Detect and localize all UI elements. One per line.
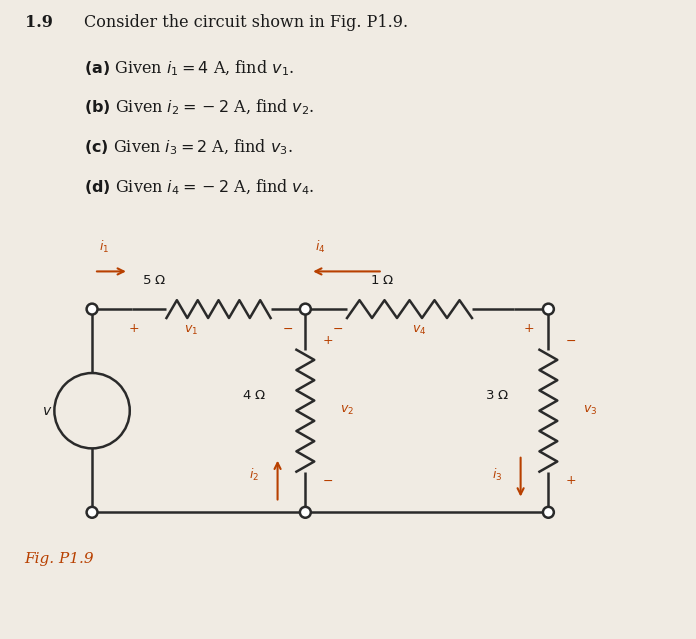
Text: $+$: $+$ bbox=[128, 323, 139, 335]
Text: $5\ \Omega$: $5\ \Omega$ bbox=[142, 274, 166, 288]
Text: $3\ \Omega$: $3\ \Omega$ bbox=[484, 389, 509, 403]
Circle shape bbox=[543, 304, 554, 314]
Text: +: + bbox=[86, 390, 98, 404]
Text: $\mathbf{(d)}$ Given $i_4 = -2$ A, find $v_4$.: $\mathbf{(d)}$ Given $i_4 = -2$ A, find … bbox=[84, 177, 315, 197]
Text: $\mathbf{(c)}$ Given $i_3 = 2$ A, find $v_3$.: $\mathbf{(c)}$ Given $i_3 = 2$ A, find $… bbox=[84, 137, 293, 157]
Circle shape bbox=[300, 507, 311, 518]
Text: $+$: $+$ bbox=[523, 323, 534, 335]
Text: $v_3$: $v_3$ bbox=[583, 404, 597, 417]
Text: $-$: $-$ bbox=[564, 334, 576, 348]
Text: $v_1$: $v_1$ bbox=[184, 325, 198, 337]
Circle shape bbox=[300, 304, 311, 314]
Text: $i_2$: $i_2$ bbox=[248, 466, 259, 482]
Text: 1.9: 1.9 bbox=[24, 13, 52, 31]
Text: $4\ \Omega$: $4\ \Omega$ bbox=[242, 389, 266, 403]
Circle shape bbox=[54, 373, 129, 449]
Text: $\mathbf{(a)}$ Given $i_1 = 4$ A, find $v_1$.: $\mathbf{(a)}$ Given $i_1 = 4$ A, find $… bbox=[84, 58, 294, 78]
Text: Consider the circuit shown in Fig. P1.9.: Consider the circuit shown in Fig. P1.9. bbox=[84, 13, 409, 31]
Text: Fig. P1.9: Fig. P1.9 bbox=[24, 552, 94, 566]
Text: $-$: $-$ bbox=[322, 474, 333, 487]
Text: $v_4$: $v_4$ bbox=[412, 325, 427, 337]
Text: $1\ \Omega$: $1\ \Omega$ bbox=[370, 274, 394, 288]
Text: $-$: $-$ bbox=[331, 323, 342, 335]
Text: $+$: $+$ bbox=[564, 474, 576, 487]
Circle shape bbox=[86, 304, 97, 314]
Text: −: − bbox=[86, 417, 98, 431]
Text: $v_2$: $v_2$ bbox=[340, 404, 354, 417]
Text: $v$: $v$ bbox=[42, 404, 53, 418]
Circle shape bbox=[86, 507, 97, 518]
Text: $i_3$: $i_3$ bbox=[491, 466, 502, 482]
Text: $i_4$: $i_4$ bbox=[315, 238, 326, 254]
Text: $i_1$: $i_1$ bbox=[99, 238, 109, 254]
Text: $-$: $-$ bbox=[282, 323, 293, 335]
Text: $+$: $+$ bbox=[322, 334, 333, 348]
Text: $\mathbf{(b)}$ Given $i_2 = -2$ A, find $v_2$.: $\mathbf{(b)}$ Given $i_2 = -2$ A, find … bbox=[84, 98, 315, 118]
Circle shape bbox=[543, 507, 554, 518]
